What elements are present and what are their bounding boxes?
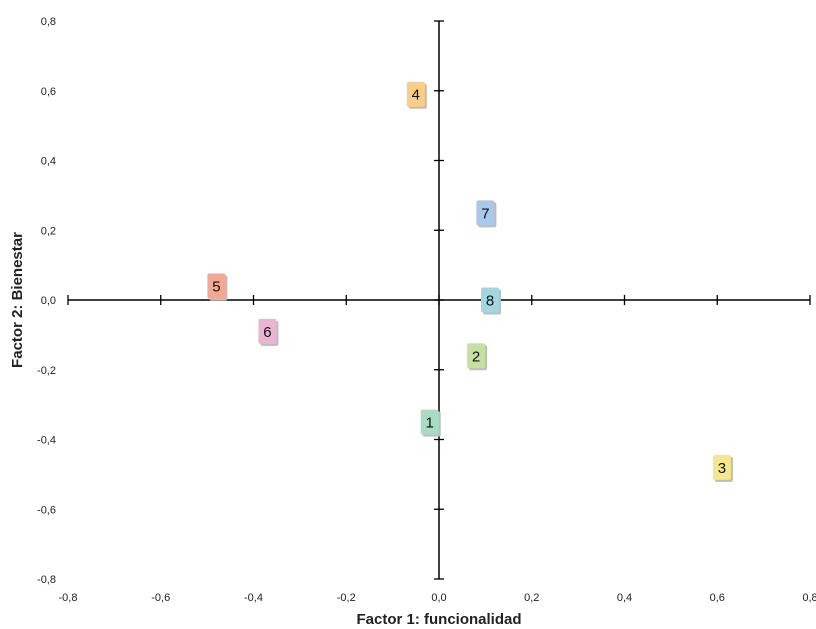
- y-tick-label: 0,8: [41, 16, 56, 28]
- y-tick-label: 0,0: [41, 295, 56, 307]
- x-tick-label: 0,2: [524, 592, 539, 604]
- x-axis-title: Factor 1: funcionalidad: [356, 611, 521, 628]
- y-tick-label: 0,6: [41, 86, 56, 98]
- point-label: 7: [481, 205, 489, 222]
- point-marker: [420, 409, 439, 435]
- point-label: 5: [212, 279, 220, 296]
- x-tick-label: -0,8: [59, 592, 78, 604]
- point-marker: [467, 343, 486, 369]
- data-point: 2: [467, 343, 488, 371]
- point-marker: [712, 454, 731, 480]
- point-marker: [258, 318, 277, 344]
- x-tick-label: 0,4: [617, 592, 632, 604]
- data-point: 5: [207, 273, 228, 301]
- point-marker: [476, 200, 495, 226]
- y-tick-label: 0,4: [41, 156, 56, 168]
- x-tick-label: 0,0: [431, 592, 446, 604]
- data-point: 6: [258, 318, 279, 346]
- ticks: -0,8 -0,6 -0,4 -0,2 0,0 0,2 0,4 0,6 0,8 0,8 0,6 0,4…: [37, 16, 816, 604]
- point-label: 8: [486, 293, 494, 310]
- point-marker: [207, 273, 226, 299]
- data-point: 8: [481, 287, 502, 315]
- point-label: 3: [718, 460, 726, 477]
- data-point: 7: [476, 200, 497, 228]
- point-label: 2: [472, 348, 480, 365]
- point-label: 6: [263, 324, 271, 341]
- data-points: 1 2 3 4 5 6 7 8: [207, 81, 733, 482]
- point-marker: [481, 287, 500, 313]
- y-tick-label: -0,6: [37, 504, 56, 516]
- x-tick-label: 0,8: [802, 592, 816, 604]
- data-point: 1: [420, 409, 441, 437]
- y-tick-label: -0,8: [37, 574, 56, 586]
- point-label: 1: [426, 415, 434, 432]
- y-tick-label: -0,2: [37, 365, 56, 377]
- y-axis-title: Factor 2: Bienestar: [9, 232, 26, 368]
- data-point: 4: [406, 81, 427, 109]
- x-tick-label: -0,2: [337, 592, 356, 604]
- y-tick-label: -0,4: [37, 435, 56, 447]
- point-marker: [406, 81, 425, 107]
- data-point: 3: [712, 454, 733, 482]
- point-label: 4: [412, 87, 420, 104]
- x-tick-label: -0,4: [244, 592, 263, 604]
- y-tick-label: 0,2: [41, 225, 56, 237]
- x-tick-label: -0,6: [151, 592, 170, 604]
- x-tick-label: 0,6: [710, 592, 725, 604]
